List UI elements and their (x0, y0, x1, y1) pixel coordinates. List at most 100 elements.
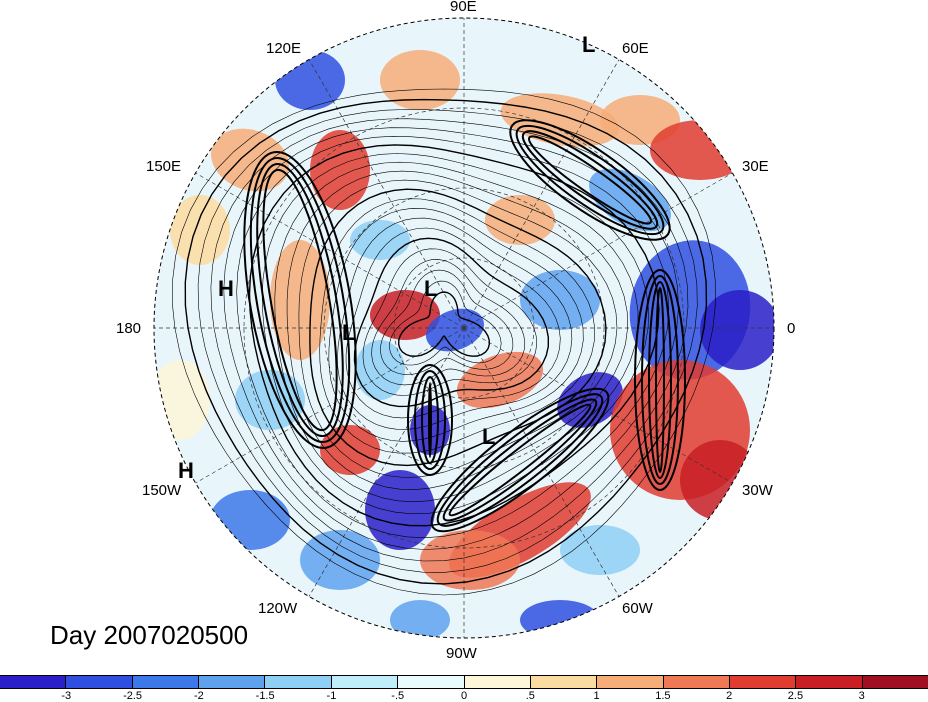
colorbar-tick-label: -.5 (391, 690, 405, 702)
anomaly-patch (365, 470, 435, 550)
anomaly-patch (210, 490, 290, 550)
height-contour (210, 118, 689, 562)
lon-label-150w: 150W (142, 482, 182, 499)
lon-label-150e: 150E (146, 158, 182, 175)
anomaly-patch (589, 168, 671, 232)
anomaly-patch (650, 120, 750, 180)
jet-streak-contour (430, 387, 610, 533)
anomaly-patch (520, 600, 600, 638)
jet-streak-contour (442, 398, 598, 522)
low-marker: L (424, 276, 438, 301)
jet-streak-contour (448, 403, 592, 517)
colorbar-tick-label: -2 (193, 690, 204, 702)
jet-streak-contour (655, 287, 665, 473)
jet-streak-contour (414, 370, 446, 470)
colorbar-tick-label: -3 (61, 690, 72, 702)
colorbar-segment (729, 676, 797, 688)
colorbar-tick-label: 0 (460, 690, 468, 702)
jet-streak-contour (407, 364, 453, 476)
jet-streak-contour (527, 135, 653, 225)
colorbar-segment (0, 676, 67, 688)
colorbar-tick-label: -2.5 (123, 690, 143, 702)
colorbar-segment (663, 676, 730, 688)
high-marker: H (218, 276, 234, 301)
jet-streak-contour (262, 168, 338, 432)
meridian-line (463, 172, 733, 329)
colorbar-segment (331, 676, 399, 688)
colorbar-segment (199, 676, 266, 688)
height-contour (380, 269, 514, 375)
anomaly-patch (154, 360, 210, 440)
lon-label-30w: 30W (742, 482, 773, 499)
anomaly-patch (170, 195, 230, 265)
jet-streak-contour (515, 124, 665, 236)
lon-label-0: 0 (787, 320, 796, 337)
anomaly-patch (390, 600, 450, 638)
colorbar-tick-label: 3 (858, 690, 865, 702)
colorbar-segment (66, 676, 133, 688)
colorbar-tick-label: 1.5 (655, 690, 671, 702)
meridian-line (195, 172, 465, 329)
colorbar-tick-label: 2.5 (787, 690, 804, 702)
colorbar-segment (597, 676, 664, 688)
colorbar-tick-label: -1.5 (255, 690, 275, 702)
height-contour (223, 127, 679, 550)
latitude-circle (323, 187, 605, 469)
anomaly-patch (560, 525, 640, 575)
height-contour (362, 248, 538, 396)
latitude-circle (243, 107, 685, 549)
jet-streak-contour (243, 151, 357, 449)
height-contour (345, 227, 561, 419)
anomaly-patch (270, 240, 330, 360)
jet-streak-contour (436, 393, 604, 527)
height-contour (328, 207, 584, 442)
low-marker: L (482, 424, 496, 449)
map-boundary (153, 17, 775, 639)
anomaly-patch (200, 560, 260, 600)
low-marker: L (342, 320, 356, 345)
lon-label-90e: 90E (450, 0, 477, 15)
colorbar-segment (265, 676, 332, 688)
jet-streak-contour (641, 275, 679, 485)
height-contour (184, 98, 708, 585)
low-marker: L (582, 32, 596, 57)
colorbar-tick-label: 1 (593, 690, 600, 702)
high-marker: H (178, 458, 194, 483)
height-contour (172, 88, 716, 596)
jet-streak-contour (521, 130, 659, 230)
colorbar-tick-label: 2 (726, 690, 733, 702)
height-contour (353, 237, 549, 408)
jet-streak-contour (634, 269, 686, 491)
anomaly-patch (380, 50, 460, 110)
lon-label-60e: 60E (622, 40, 649, 57)
height-contour (397, 291, 491, 357)
meridian-line (463, 59, 620, 329)
jet-streak-contour (249, 156, 351, 444)
lon-label-120w: 120W (258, 600, 298, 617)
anomaly-patch (275, 50, 345, 110)
colorbar-segment (132, 676, 200, 688)
height-contour (389, 280, 502, 366)
meridian-line (308, 327, 465, 597)
lon-label-120e: 120E (266, 40, 302, 57)
colorbar (0, 675, 928, 689)
colorbar-segment (862, 676, 928, 688)
jet-streak-contour (256, 162, 344, 438)
lon-label-60w: 60W (622, 600, 653, 617)
colorbar-segment (464, 676, 531, 688)
colorbar-segment (796, 676, 863, 688)
height-contour (309, 188, 607, 467)
colorbar-tick-label: .5 (525, 690, 535, 702)
meridian-line (308, 59, 465, 329)
colorbar-segment (398, 676, 465, 688)
colorbar-segment (530, 676, 598, 688)
anomaly-patch (456, 351, 544, 409)
anomaly-patch (370, 290, 440, 340)
anomaly-patch (700, 290, 774, 370)
jet-streak-contour (428, 382, 432, 458)
jet-streak-contour (509, 119, 671, 241)
lon-label-30e: 30E (742, 158, 769, 175)
height-contour (371, 259, 526, 386)
height-contour (286, 170, 628, 490)
